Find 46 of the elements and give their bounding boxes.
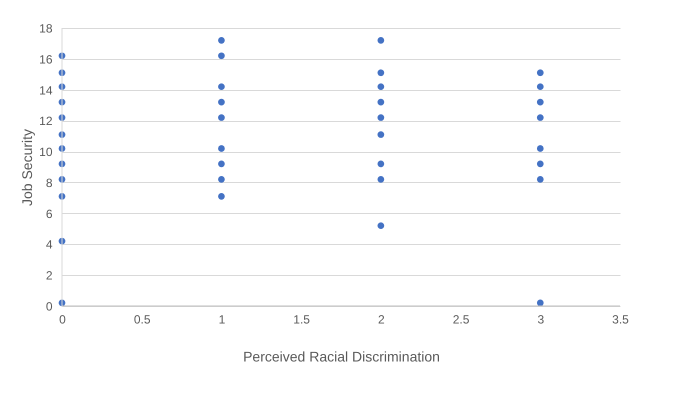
point (536, 145, 544, 152)
point (536, 98, 544, 106)
point (536, 160, 544, 168)
point (218, 83, 225, 90)
point (378, 131, 384, 138)
x-tick-label: 2 (378, 312, 386, 326)
x-tick-label: 3.5 (612, 312, 630, 326)
y-tick-label: 12 (39, 114, 53, 128)
y-tick-label: 0 (46, 300, 53, 314)
point (378, 83, 384, 90)
y-tick-label: 2 (46, 268, 53, 283)
point (378, 176, 384, 183)
point (218, 145, 225, 152)
point (218, 160, 225, 168)
x-tick-label: 3 (537, 312, 544, 326)
y-tick-label: 4 (46, 238, 53, 252)
y-tick-label: 6 (46, 206, 53, 221)
point (378, 98, 384, 106)
y-tick-label: 10 (39, 145, 53, 160)
point (218, 52, 225, 60)
point (536, 83, 544, 90)
y-axis-title: Job Security (19, 128, 36, 206)
point (218, 37, 225, 44)
point (218, 114, 225, 121)
x-tick-label: 0 (59, 312, 66, 326)
x-tick-label: 2.5 (452, 312, 470, 326)
y-tick-label: 14 (39, 83, 53, 98)
point (378, 114, 384, 121)
x-tick-label: 0.5 (134, 312, 151, 326)
point (218, 192, 225, 200)
y-tick-label: 18 (39, 22, 53, 36)
point (536, 300, 544, 306)
y-tick-label: 8 (46, 176, 53, 190)
point (218, 98, 225, 106)
point (378, 69, 384, 76)
point (378, 160, 384, 168)
point (218, 176, 225, 183)
point (378, 222, 384, 230)
point (536, 69, 544, 76)
point (536, 114, 544, 121)
point (536, 176, 544, 183)
x-tick-label: 1 (218, 312, 226, 326)
y-tick-label: 16 (39, 52, 53, 66)
x-axis-title: Perceived Racial Discrimination (243, 348, 440, 364)
point (378, 37, 384, 44)
x-tick-label: 1.5 (293, 312, 310, 326)
